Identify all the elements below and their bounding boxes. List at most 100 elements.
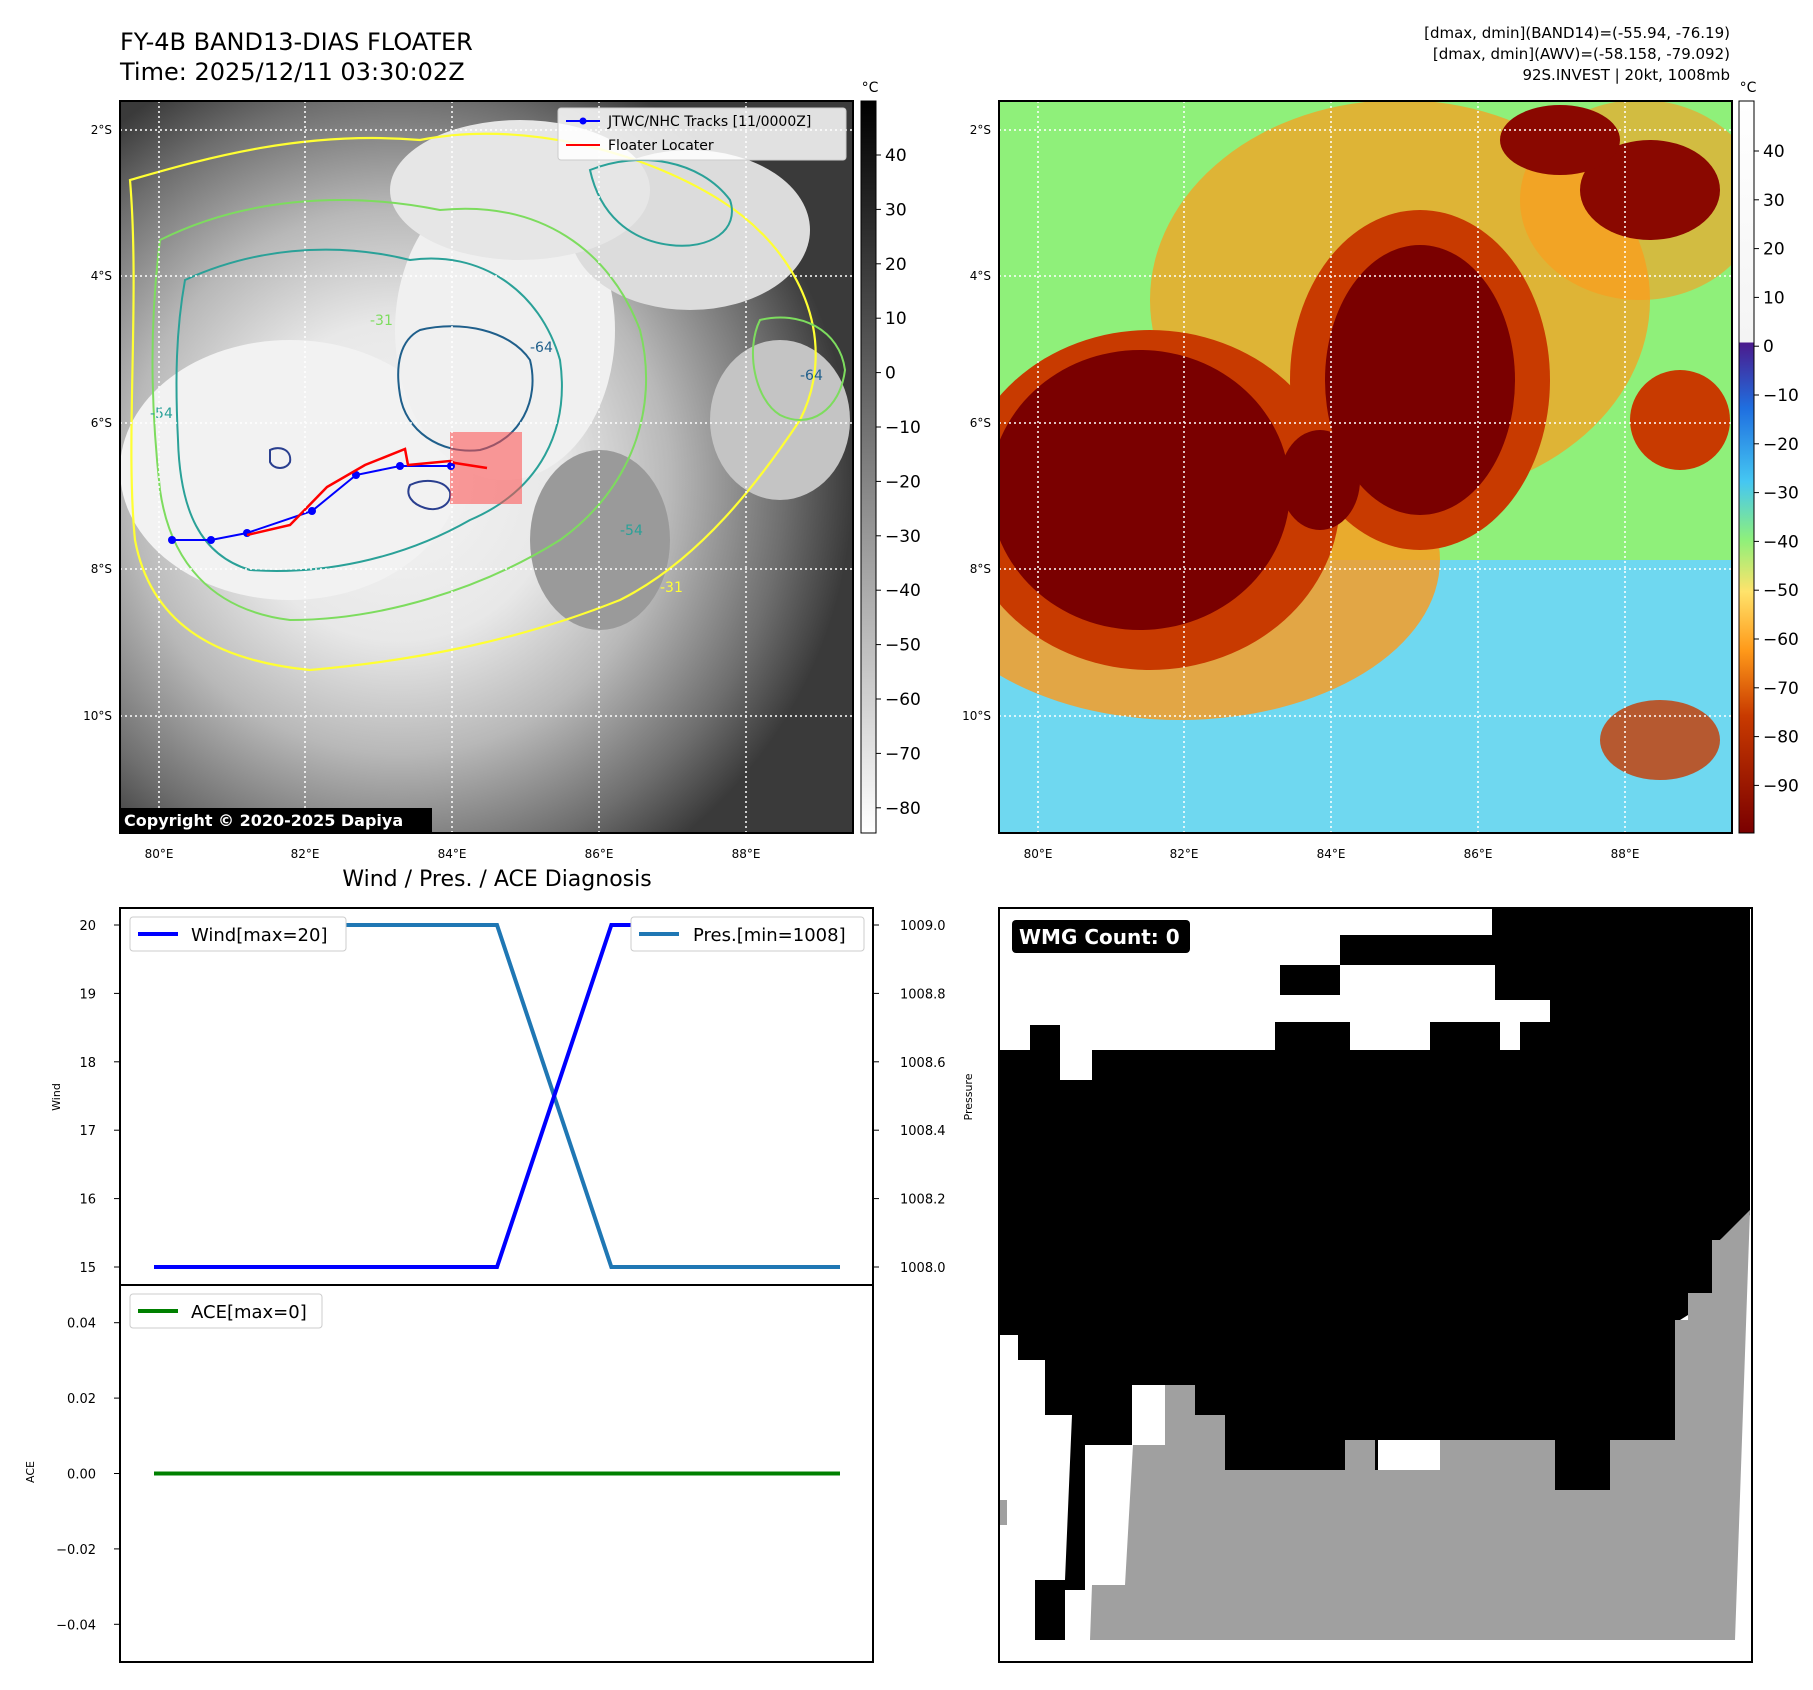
copyright-box xyxy=(120,808,432,832)
track-point xyxy=(308,507,316,515)
figure-timestamp: Time: 2025/12/11 03:30:02Z xyxy=(119,58,465,86)
lon-label: 84°E xyxy=(438,847,467,861)
colorbar-tick-label: −50 xyxy=(885,636,921,656)
colorbar-tick-label: −60 xyxy=(885,690,921,710)
pressure-legend: Pres.[min=1008] xyxy=(630,916,865,952)
wind-tick-label: 15 xyxy=(79,1261,96,1276)
track-point xyxy=(352,471,360,479)
copyright-text: Copyright © 2020-2025 Dapiya xyxy=(124,811,403,830)
figure-title: FY-4B BAND13-DIAS FLOATER xyxy=(120,28,473,56)
colorbar-tick-label: 30 xyxy=(885,200,907,220)
pressure-tick-label: 1009.0 xyxy=(900,919,946,934)
gray-colorbar xyxy=(860,100,877,834)
pressure-tick-label: 1008.8 xyxy=(900,987,946,1002)
contour-label-5: -64 xyxy=(800,368,823,384)
lon-label: 88°E xyxy=(732,847,761,861)
colorbar-tick-label: 30 xyxy=(1763,191,1785,211)
legend-tracks: JTWC/NHC Tracks [11/0000Z] xyxy=(607,114,811,130)
lon-label: 86°E xyxy=(1464,847,1493,861)
colorbar-tick-label: −80 xyxy=(1763,728,1799,748)
lat-label: 6°S xyxy=(970,416,991,430)
colorbar-tick-label: −10 xyxy=(1763,386,1799,406)
ir-map-legend: JTWC/NHC Tracks [11/0000Z] Floater Locat… xyxy=(557,107,847,161)
contour-mid xyxy=(151,199,648,622)
ace-tick-label: 0.00 xyxy=(67,1468,96,1483)
lat-label: 4°S xyxy=(970,269,991,283)
contour-north xyxy=(588,159,733,247)
ace-tick-label: −0.02 xyxy=(56,1543,96,1558)
track-point xyxy=(447,462,455,470)
wind-legend: Wind[max=20] xyxy=(129,916,347,952)
pressure-axis-label: Pressure xyxy=(962,1073,975,1120)
colorbar-tick-label: −20 xyxy=(885,472,921,492)
colorbar-tick-label: −90 xyxy=(1763,776,1799,796)
colorbar-tick-label: −70 xyxy=(1763,679,1799,699)
ace-axis-label: ACE xyxy=(24,1461,37,1483)
ace-axis-ticks: 0.04 0.02 0.00 −0.02 −0.04 xyxy=(56,1317,120,1633)
lat-label: 2°S xyxy=(970,123,991,137)
colorbar-tick-label: 0 xyxy=(885,364,896,384)
colorbar-tick-label: 20 xyxy=(1763,240,1785,260)
colorbar-tick-label: −20 xyxy=(1763,435,1799,455)
wmg-panel: WMG Count: 0 xyxy=(998,907,1753,1663)
ace-tick-label: 0.02 xyxy=(67,1392,96,1407)
contour-core-3 xyxy=(407,479,452,511)
colorbar-tick-label: −10 xyxy=(885,418,921,438)
contour-outer xyxy=(128,132,817,672)
wind-legend-label: Wind[max=20] xyxy=(191,925,328,946)
lon-label: 82°E xyxy=(1170,847,1199,861)
pressure-tick-label: 1008.6 xyxy=(900,1056,946,1071)
wmg-gray-region xyxy=(1090,1210,1750,1640)
gray-colorbar-ticks: 40 30 20 10 0 −10 −20 −30 −40 −50 −60 −70 −80 xyxy=(876,146,921,819)
ace-legend-label: ACE[max=0] xyxy=(191,1302,307,1323)
lat-label: 8°S xyxy=(91,562,112,576)
jtwc-track-points xyxy=(168,462,455,544)
ace-tick-label: 0.04 xyxy=(67,1317,96,1332)
wind-tick-label: 16 xyxy=(79,1193,96,1208)
color-colorbar-ticks: 40 30 20 10 0 −10 −20 −30 −40 −50 −60 −70 −80 −90 xyxy=(1754,142,1799,796)
color-map-gridlines xyxy=(999,101,1732,833)
colorbar-tick-label: 10 xyxy=(885,309,907,329)
ir-map-frame xyxy=(119,100,854,834)
colorbar-tick-label: −60 xyxy=(1763,630,1799,650)
wind-tick-label: 18 xyxy=(79,1056,96,1071)
wind-axis-ticks: 15 16 17 18 19 20 xyxy=(79,919,120,1276)
colorbar-tick-label: −50 xyxy=(1763,581,1799,601)
color-colorbar xyxy=(1738,100,1755,834)
colorbar-tick-label: 20 xyxy=(885,255,907,275)
lat-label: 10°S xyxy=(962,709,991,723)
pressure-tick-label: 1008.2 xyxy=(900,1193,946,1208)
lat-label: 2°S xyxy=(91,123,112,137)
floater-locater-track xyxy=(246,447,488,537)
lon-label: 82°E xyxy=(291,847,320,861)
pressure-tick-label: 1008.4 xyxy=(900,1124,946,1139)
band14-range: [dmax, dmin](BAND14)=(-55.94, -76.19) xyxy=(1424,24,1730,42)
wind-tick-label: 17 xyxy=(79,1124,96,1139)
wind-tick-label: 20 xyxy=(79,919,96,934)
track-point xyxy=(207,536,215,544)
colorbar-tick-label: 40 xyxy=(885,146,907,166)
contour-label-4: -54 xyxy=(620,523,643,539)
contour-inner xyxy=(175,248,563,572)
gray-colorbar-unit: °C xyxy=(862,80,879,96)
track-point xyxy=(396,462,404,470)
ace-tick-label: −0.04 xyxy=(56,1618,96,1633)
colorbar-tick-label: −30 xyxy=(885,527,921,547)
contour-label-2: -64 xyxy=(530,340,553,356)
track-point xyxy=(243,529,251,537)
contour-label-6: -31 xyxy=(370,313,393,329)
lon-label: 88°E xyxy=(1611,847,1640,861)
diagnosis-title: Wind / Pres. / ACE Diagnosis xyxy=(342,867,651,892)
colorbar-tick-label: 40 xyxy=(1763,142,1785,162)
colorbar-tick-label: −40 xyxy=(1763,532,1799,552)
contour-label-1: -54 xyxy=(150,406,173,422)
pressure-tick-label: 1008.0 xyxy=(900,1261,946,1276)
lat-label: 8°S xyxy=(970,562,991,576)
ace-legend: ACE[max=0] xyxy=(129,1293,323,1329)
wind-tick-label: 19 xyxy=(79,987,96,1002)
contour-east xyxy=(752,316,847,421)
lon-label: 80°E xyxy=(145,847,174,861)
pressure-legend-label: Pres.[min=1008] xyxy=(693,925,846,946)
colorbar-tick-label: −40 xyxy=(885,581,921,601)
